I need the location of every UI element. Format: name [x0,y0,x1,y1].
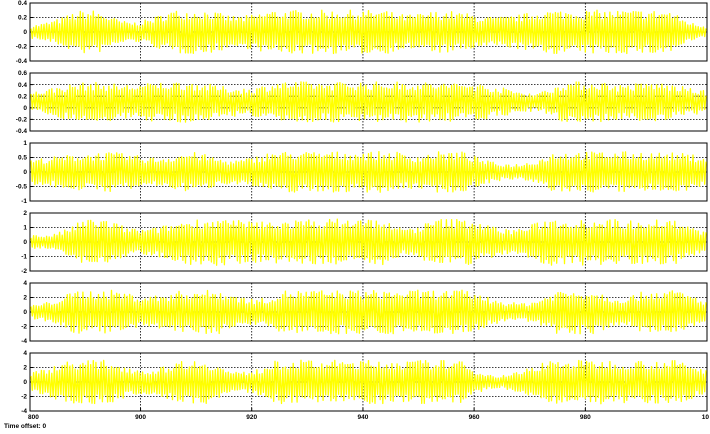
y-tick-label-2-4: -0.2 [16,117,28,124]
y-tick-label-1-2: 0 [23,29,27,36]
y-tick-label-6-3: -2 [21,394,27,401]
y-tick-label-3-4: -1 [21,198,27,205]
x-tick-label-3: 920 [246,414,257,421]
y-tick-label-2-3: 0 [23,105,27,112]
y-tick-label-5-4: -4 [21,338,27,345]
signal-trace-2 [30,81,707,123]
y-tick-label-5-0: 4 [23,280,27,287]
y-tick-label-6-1: 2 [23,365,27,372]
signal-trace-1 [30,9,707,55]
signal-trace-3 [30,151,707,193]
y-tick-label-4-2: 0 [23,239,27,246]
y-tick-label-3-2: 0 [23,169,27,176]
y-tick-label-5-1: 2 [23,295,27,302]
x-tick-label-1: 800 [28,414,39,421]
signal-trace-6 [30,359,707,405]
x-tick-label-6: 980 [580,414,591,421]
time-offset-label: Time offset: 0 [4,423,47,430]
y-tick-label-4-3: -1 [21,254,27,261]
y-tick-label-5-3: -2 [21,324,27,331]
y-tick-label-1-3: -0.2 [16,44,28,51]
y-tick-label-1-4: -0.4 [16,58,28,65]
y-tick-label-4-4: -2 [21,268,27,275]
y-tick-label-2-5: -0.4 [16,128,28,135]
y-tick-label-5-2: 0 [23,309,27,316]
y-tick-label-6-0: 4 [23,350,27,357]
y-tick-label-2-0: 0.6 [18,70,27,77]
y-tick-label-6-2: 0 [23,379,27,386]
signal-trace-4 [30,218,707,266]
x-tick-label-2: 900 [135,414,146,421]
x-tick-label-7: 10 [702,414,710,421]
y-tick-label-3-3: -0.5 [16,184,28,191]
x-tick-label-4: 940 [358,414,369,421]
x-tick-label-5: 960 [469,414,480,421]
y-tick-label-3-1: 0.5 [18,155,27,162]
signal-trace-5 [30,289,707,335]
y-tick-label-2-1: 0.4 [18,82,27,89]
y-tick-label-4-0: 2 [23,210,27,217]
y-tick-label-1-0: 0.4 [18,0,27,7]
y-tick-label-4-1: 1 [23,225,27,232]
y-tick-label-6-4: -4 [21,408,27,415]
y-tick-label-1-1: 0.2 [18,15,27,22]
y-tick-label-2-2: 0.2 [18,93,27,100]
y-tick-label-3-0: 1 [23,140,27,147]
